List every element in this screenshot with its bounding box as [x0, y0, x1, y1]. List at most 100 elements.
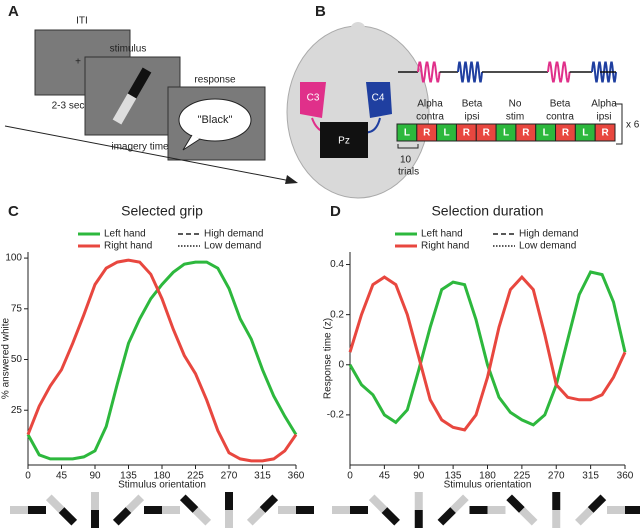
electrode-label: C3	[307, 93, 320, 104]
condition-label: No	[509, 99, 522, 110]
condition-label: Beta	[462, 99, 483, 110]
charts: C Selected grip 25 50 75 100 0 45 90 135 180 225 270…	[1, 203, 640, 528]
stick-light	[519, 507, 538, 526]
stick-dark	[28, 506, 46, 514]
stick-dark	[506, 494, 525, 513]
trial-letter: R	[423, 128, 431, 139]
stick-dark	[259, 494, 279, 513]
x-tick-label: 45	[56, 471, 68, 482]
x-tick-label: 180	[479, 471, 496, 482]
trial-letter: L	[503, 128, 509, 139]
orientation-stick	[506, 494, 538, 526]
stick-dark	[625, 506, 640, 514]
trial-letter: L	[443, 128, 449, 139]
trial-letter: R	[522, 128, 530, 139]
legend-label: Left hand	[421, 229, 463, 240]
x-tick-label: 225	[187, 471, 204, 482]
electrode-label: C4	[372, 93, 385, 104]
panel-label: C	[8, 203, 19, 220]
stick-light	[125, 494, 145, 513]
trial-block	[594, 123, 616, 142]
stick-light	[607, 506, 625, 514]
orientation-stick	[246, 494, 279, 526]
legend-label: Right hand	[421, 241, 469, 252]
fixation: +	[75, 57, 81, 68]
stick-light	[575, 507, 594, 526]
condition-label: Alpha	[591, 99, 617, 110]
orientation-stick	[225, 492, 233, 528]
y-tick-label: -0.2	[327, 410, 345, 421]
panel-label: B	[315, 3, 326, 20]
trial-letter: L	[404, 128, 410, 139]
x-tick-label: 225	[514, 471, 531, 482]
stick-light	[91, 492, 99, 510]
wave-burst	[547, 61, 571, 83]
trials-label: trials	[398, 167, 419, 178]
x-axis-label: Stimulus orientation	[118, 480, 206, 491]
wave-burst	[457, 61, 483, 83]
orientation-stick	[469, 506, 506, 514]
stick-dark	[179, 494, 199, 513]
y-tick-label: 100	[5, 253, 22, 264]
label: imagery time	[111, 142, 169, 153]
y-tick-label: 75	[11, 303, 23, 314]
electrode-c4	[366, 82, 392, 118]
chart-title: Selected grip	[121, 203, 203, 219]
y-tick-label: 25	[11, 405, 23, 416]
panel-label: D	[330, 203, 341, 220]
x-tick-label: 360	[288, 471, 305, 482]
electrode-pz	[320, 122, 368, 158]
bracket	[397, 144, 419, 149]
conditions: Alpha contra Beta ipsi No stim Beta contra Alpha…	[416, 99, 617, 123]
x-tick-label: 315	[582, 471, 599, 482]
time-arrow	[4, 125, 297, 183]
x-axis-label: Stimulus orientation	[444, 480, 532, 491]
trial-letter: L	[582, 128, 588, 139]
stimulus-stick	[112, 67, 152, 125]
x-tick-label: 0	[25, 471, 31, 482]
speech-bubble	[178, 98, 252, 142]
y-axis-label: % answered white	[1, 317, 12, 399]
stick-dark	[225, 492, 233, 510]
y-tick-label: 50	[11, 354, 23, 365]
label: stimulus	[110, 44, 147, 55]
arrow-head	[285, 175, 298, 184]
condition-label: Beta	[550, 99, 571, 110]
wave-burst	[417, 61, 441, 83]
x-tick-label: 0	[347, 471, 353, 482]
bracket	[616, 103, 623, 145]
legend-label: Low demand	[204, 241, 261, 252]
trials-count: 10	[400, 155, 412, 166]
stick-light	[450, 494, 469, 513]
speech-tail	[182, 134, 201, 151]
repeat: x 6	[626, 120, 640, 131]
condition-label: contra	[546, 112, 574, 123]
orientation-stick	[575, 494, 607, 526]
legend-label: High demand	[519, 229, 578, 240]
series-line	[26, 258, 298, 463]
legend-label: High demand	[204, 229, 263, 240]
orientation-stick	[179, 494, 212, 526]
stick-dark	[381, 507, 400, 526]
label: ITI	[76, 16, 88, 27]
stick-light	[10, 506, 28, 514]
legend-label: Right hand	[104, 241, 152, 252]
orientation-stick	[91, 492, 99, 528]
electrode-label: Pz	[338, 136, 350, 147]
stick-light	[45, 494, 65, 513]
series-line	[26, 260, 298, 461]
orientation-stick	[45, 494, 78, 526]
orientation-stick	[414, 492, 423, 528]
orientation-stick	[278, 506, 314, 514]
x-tick-label: 360	[617, 471, 634, 482]
stick-light	[225, 510, 233, 528]
orientation-stick	[437, 494, 469, 526]
stick-light	[246, 507, 266, 526]
trial-letter: R	[483, 128, 491, 139]
nose	[351, 22, 365, 34]
electrode-c3	[300, 82, 326, 118]
stick-dark	[350, 506, 368, 514]
stick-dark	[552, 492, 561, 510]
